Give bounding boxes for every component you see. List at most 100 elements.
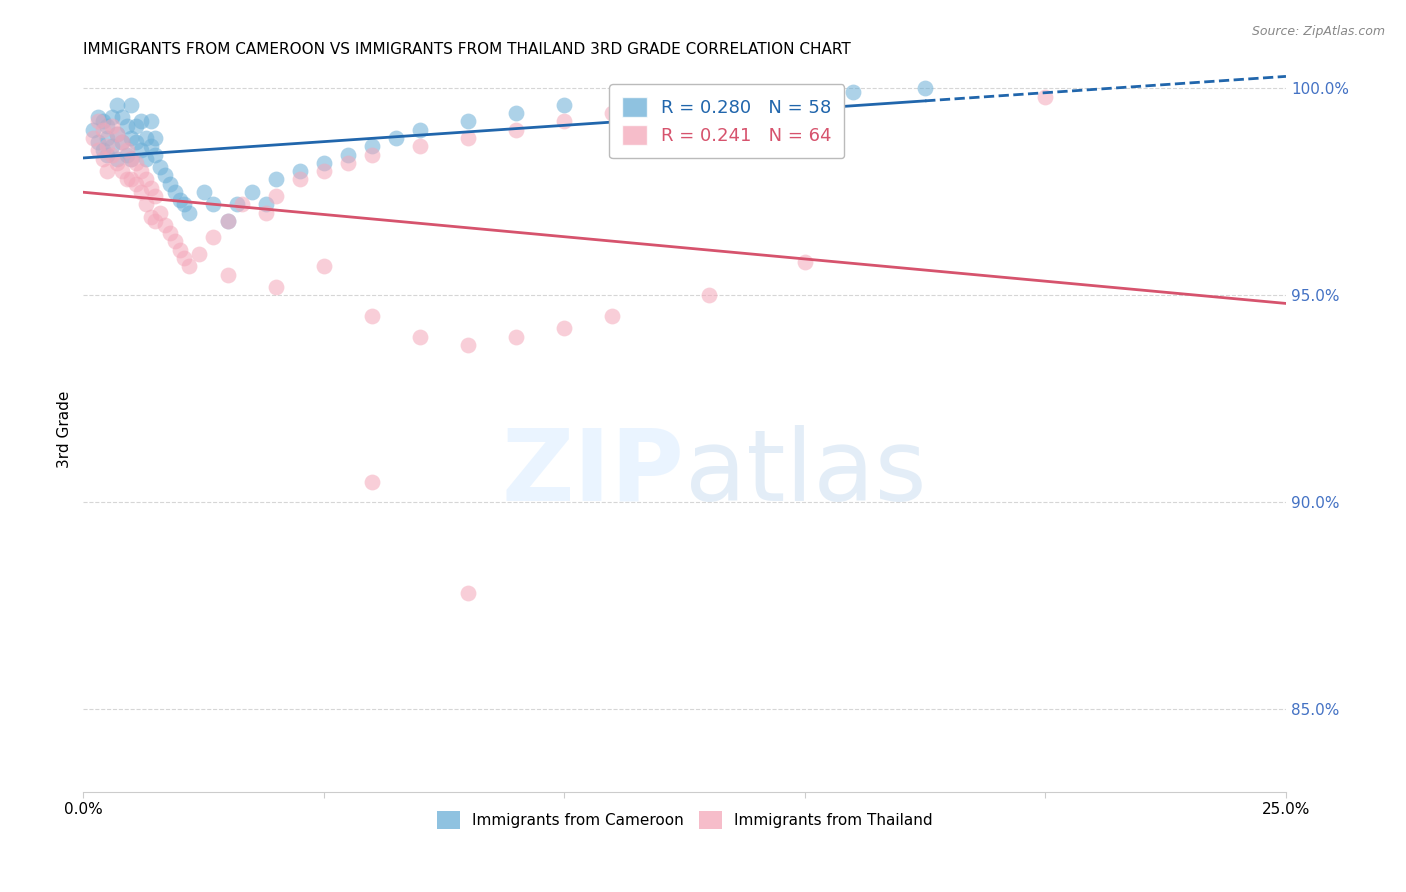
Point [145, 189, 167, 203]
Point [105, 127, 128, 141]
Point [101, 111, 124, 125]
Point [135, 131, 157, 145]
Point [111, 111, 134, 125]
Point [139, 210, 162, 224]
Point [226, 197, 249, 211]
Y-axis label: 3rd Grade: 3rd Grade [58, 391, 72, 468]
Point [159, 177, 181, 191]
Point [153, 218, 176, 232]
Point [120, 172, 142, 186]
Point [96, 131, 118, 145]
Point [149, 160, 172, 174]
Point [602, 106, 624, 120]
Point [505, 106, 527, 120]
Point [120, 152, 142, 166]
Point [336, 156, 359, 170]
Point [139, 139, 162, 153]
Point [145, 131, 167, 145]
Point [254, 205, 277, 219]
Point [125, 177, 148, 191]
Point [202, 197, 225, 211]
Point [914, 81, 936, 95]
Point [149, 205, 172, 219]
Point [125, 156, 148, 170]
Point [385, 131, 408, 145]
Point [179, 205, 201, 219]
Point [409, 329, 432, 343]
Text: atlas: atlas [685, 425, 927, 522]
Point [288, 172, 311, 186]
Point [457, 586, 479, 600]
Point [96, 119, 118, 133]
Point [217, 268, 239, 282]
Point [129, 114, 152, 128]
Point [111, 135, 134, 149]
Point [135, 152, 157, 166]
Point [101, 147, 124, 161]
Point [173, 251, 195, 265]
Point [96, 139, 118, 153]
Point [111, 135, 134, 149]
Point [169, 243, 191, 257]
Point [91, 122, 114, 136]
Point [120, 131, 142, 145]
Point [217, 214, 239, 228]
Point [769, 86, 792, 100]
Point [87, 111, 110, 125]
Point [697, 288, 720, 302]
Point [1035, 89, 1057, 103]
Point [91, 114, 114, 128]
Point [111, 164, 134, 178]
Point [231, 197, 253, 211]
Point [163, 185, 186, 199]
Point [217, 214, 239, 228]
Point [361, 139, 384, 153]
Point [101, 139, 124, 153]
Point [145, 147, 167, 161]
Point [105, 156, 128, 170]
Point [82, 122, 104, 136]
Point [505, 122, 527, 136]
Point [153, 168, 176, 182]
Point [793, 255, 815, 269]
Point [553, 114, 575, 128]
Text: IMMIGRANTS FROM CAMEROON VS IMMIGRANTS FROM THAILAND 3RD GRADE CORRELATION CHART: IMMIGRANTS FROM CAMEROON VS IMMIGRANTS F… [83, 42, 851, 57]
Text: ZIP: ZIP [502, 425, 685, 522]
Point [115, 147, 138, 161]
Point [264, 172, 287, 186]
Point [105, 127, 128, 141]
Point [159, 226, 181, 240]
Point [193, 185, 215, 199]
Point [288, 164, 311, 178]
Point [553, 321, 575, 335]
Point [125, 135, 148, 149]
Point [129, 144, 152, 158]
Point [361, 475, 384, 489]
Point [139, 114, 162, 128]
Point [626, 94, 648, 108]
Point [173, 197, 195, 211]
Point [145, 214, 167, 228]
Point [312, 156, 335, 170]
Point [120, 152, 142, 166]
Point [87, 114, 110, 128]
Point [91, 144, 114, 158]
Point [457, 338, 479, 352]
Point [101, 119, 124, 133]
Point [96, 147, 118, 161]
Point [312, 164, 335, 178]
Point [505, 329, 527, 343]
Point [135, 197, 157, 211]
Point [457, 114, 479, 128]
Point [129, 185, 152, 199]
Point [697, 89, 720, 103]
Legend: Immigrants from Cameroon, Immigrants from Thailand: Immigrants from Cameroon, Immigrants fro… [430, 805, 939, 835]
Point [125, 119, 148, 133]
Point [254, 197, 277, 211]
Point [135, 172, 157, 186]
Point [105, 152, 128, 166]
Point [336, 147, 359, 161]
Text: Source: ZipAtlas.com: Source: ZipAtlas.com [1251, 25, 1385, 38]
Point [87, 144, 110, 158]
Point [120, 98, 142, 112]
